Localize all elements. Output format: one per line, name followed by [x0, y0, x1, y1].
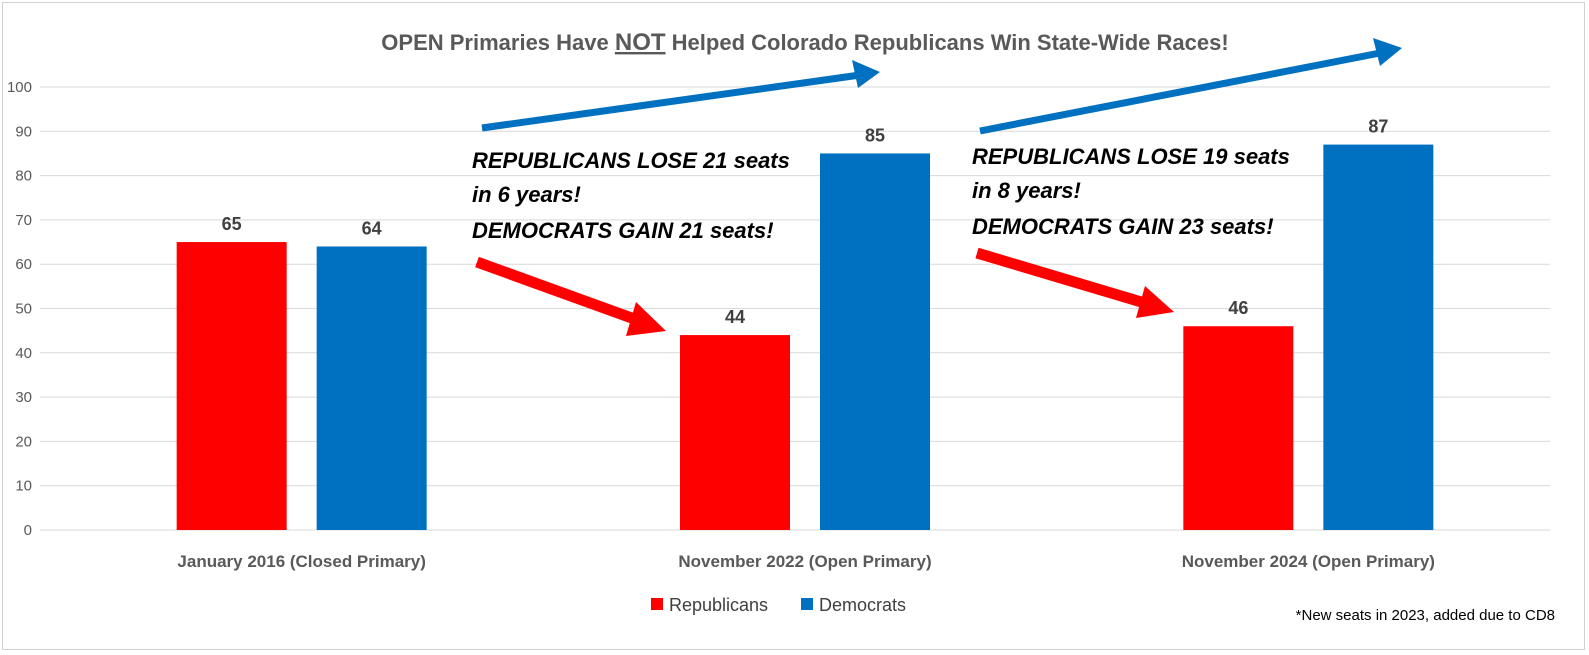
- data-label: 44: [725, 307, 745, 327]
- red-arrowhead-1: [626, 302, 666, 336]
- red-arrow-1: [475, 256, 642, 327]
- annotation-2-line-1: REPUBLICANS LOSE 19 seats: [972, 144, 1290, 169]
- data-label: 46: [1228, 298, 1248, 318]
- bar-republicans: [1183, 326, 1294, 530]
- blue-arrowhead-1: [852, 60, 880, 88]
- legend-swatch-democrats: [801, 598, 813, 610]
- data-label: 65: [222, 214, 242, 234]
- title-part-2: Helped Colorado Republicans Win State-Wi…: [666, 30, 1229, 55]
- annotation-2: REPUBLICANS LOSE 19 seats in 8 years! DE…: [972, 144, 1290, 239]
- bar-republicans: [176, 242, 287, 531]
- annotation-2-line-3: DEMOCRATS GAIN 23 seats!: [972, 214, 1274, 239]
- y-tick-label: 30: [15, 389, 32, 406]
- legend-label-democrats: Democrats: [819, 595, 906, 615]
- data-label: 87: [1368, 117, 1388, 137]
- annotation-1-line-3: DEMOCRATS GAIN 21 seats!: [472, 218, 774, 243]
- bar-democrats: [1323, 144, 1434, 530]
- y-tick-label: 70: [15, 212, 32, 229]
- x-tick-label: November 2022 (Open Primary): [678, 552, 931, 571]
- x-tick-label: November 2024 (Open Primary): [1182, 552, 1435, 571]
- blue-arrow-2: [979, 49, 1381, 135]
- footnote: *New seats in 2023, added due to CD8: [1296, 607, 1555, 624]
- bar-republicans: [680, 335, 790, 530]
- title-emphasis: NOT: [615, 29, 666, 56]
- y-tick-label: 0: [24, 522, 32, 539]
- blue-arrow-1: [481, 71, 861, 132]
- red-arrowhead-2: [1136, 286, 1174, 318]
- legend-label-republicans: Republicans: [669, 595, 768, 615]
- annotation-1-line-2: in 6 years!: [472, 182, 581, 207]
- arrows: [475, 38, 1402, 336]
- legend: Republicans Democrats: [651, 595, 906, 615]
- bar-democrats: [820, 153, 930, 530]
- y-tick-label: 50: [15, 301, 32, 318]
- title-part-1: OPEN Primaries Have: [381, 30, 615, 55]
- y-tick-label: 80: [15, 168, 32, 185]
- x-tick-label: January 2016 (Closed Primary): [177, 552, 426, 571]
- data-label: 85: [865, 125, 885, 145]
- annotation-1-line-1: REPUBLICANS LOSE 21 seats: [472, 148, 790, 173]
- data-label: 64: [362, 218, 382, 238]
- y-tick-label: 40: [15, 345, 32, 362]
- y-tick-label: 60: [15, 256, 32, 273]
- chart-title: OPEN Primaries Have NOT Helped Colorado …: [381, 29, 1228, 56]
- y-tick-label: 90: [15, 123, 32, 140]
- y-tick-label: 20: [15, 433, 32, 450]
- y-tick-label: 10: [15, 478, 32, 495]
- red-arrow-2: [975, 247, 1150, 310]
- bar-democrats: [316, 246, 427, 531]
- legend-swatch-republicans: [651, 598, 663, 610]
- annotation-1: REPUBLICANS LOSE 21 seats in 6 years! DE…: [472, 148, 790, 243]
- y-tick-label: 100: [7, 79, 32, 96]
- blue-arrowhead-2: [1373, 38, 1402, 66]
- annotation-2-line-2: in 8 years!: [972, 178, 1081, 203]
